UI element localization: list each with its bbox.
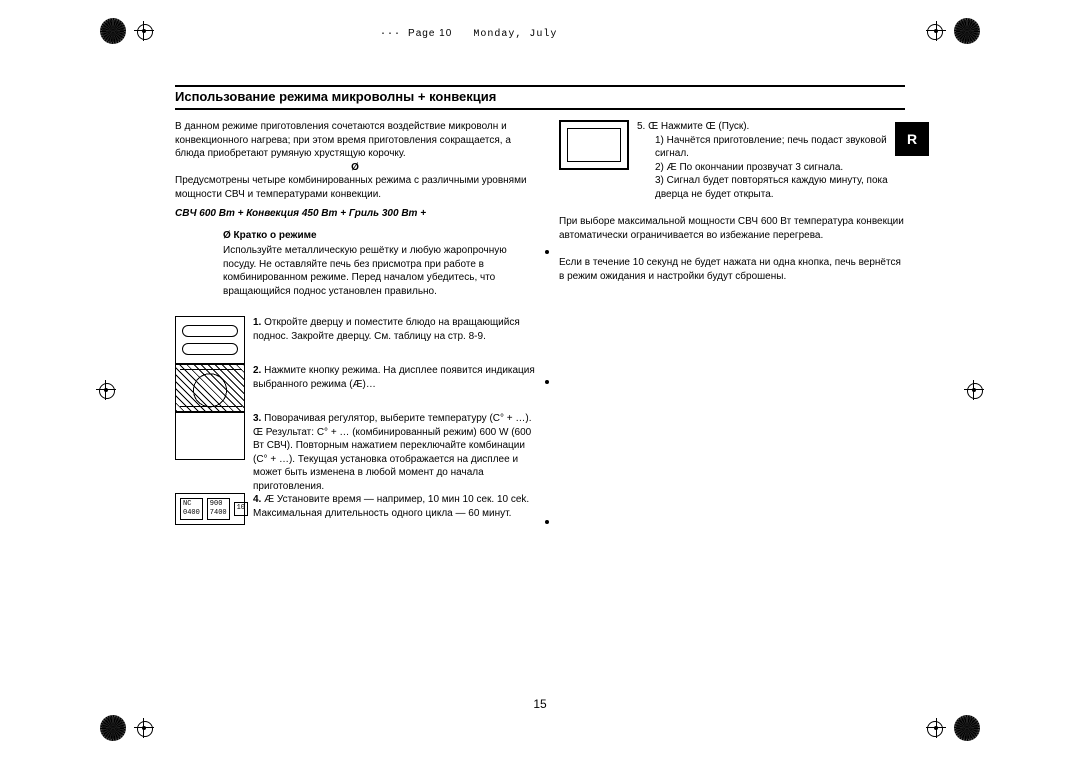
reg-mark-top-left [100,18,160,48]
display-value: 10 [234,502,248,515]
step-text: Поворачивая регулятор, выберите температ… [253,413,532,492]
step-text: Нажмите кнопку режима. На дисплее появит… [253,365,535,390]
reg-mark-bottom-right [920,715,980,745]
header-date: Monday, July [473,29,557,40]
intro-symbol: Ø [175,161,535,175]
step5-sub: 3) Сигнал будет повторяться каждую минут… [655,174,905,201]
illustration-panel [175,412,245,460]
step5-sub: 2) Æ По окончании прозвучат 3 сигнала. [655,161,905,175]
right-column: 5. Œ Нажмите Œ (Пуск). 1) Начнётся приго… [559,120,905,525]
illustration-door [175,316,245,364]
display-value: 900 7400 [207,498,230,521]
header-file-prefix: ··· [380,29,401,40]
header-page-label: Page 10 [408,28,452,39]
step-text: Æ Установите время — например, 10 мин 10… [253,494,529,519]
summary-body: Используйте металлическую решётку и любу… [223,244,535,298]
intro-line: В данном режиме приготовления сочетаются… [175,120,535,161]
display-value: NC 0400 [180,498,203,521]
illustration-screen [559,120,629,170]
steps-grid: 1. Откройте дверцу и поместите блюдо на … [175,316,535,525]
step-number: 4. [253,494,261,505]
side-tab-letter: R [907,131,917,147]
power-combination-line: СВЧ 600 Вт + Конвекция 450 Вт + Гриль 30… [175,207,535,221]
intro-line: Предусмотрены четыре комбинированных реж… [175,174,535,201]
reg-mark-top-right [920,18,980,48]
step-number: 2. [253,365,261,376]
left-column: В данном режиме приготовления сочетаются… [175,120,535,525]
illustration-oven-cavity [175,364,245,412]
reg-cross-left [96,380,116,400]
page-number: 15 [533,697,546,711]
reg-mark-bottom-left [100,715,160,745]
summary-heading: Ø Кратко о режиме [223,229,535,243]
right-note: При выборе максимальной мощности СВЧ 600… [559,215,905,242]
step-number: 1. [253,317,261,328]
page-content: Использование режима микроволны + конвек… [175,85,905,525]
reg-cross-right [964,380,984,400]
step5-lead: Œ Нажмите Œ (Пуск). [648,121,749,132]
step5-sub: 1) Начнётся приготовление; печь подаст з… [655,134,905,161]
right-note: Если в течение 10 секунд не будет нажата… [559,256,905,283]
step-number: 5. [637,121,645,132]
column-separator [535,120,559,525]
section-title: Использование режима микроволны + конвек… [175,87,905,106]
step-number: 3. [253,413,261,424]
step-text: Откройте дверцу и поместите блюдо на вра… [253,317,520,342]
print-header: ··· Page 10 Monday, July [380,28,557,40]
illustration-display: NC 0400 900 7400 10 [175,493,245,525]
